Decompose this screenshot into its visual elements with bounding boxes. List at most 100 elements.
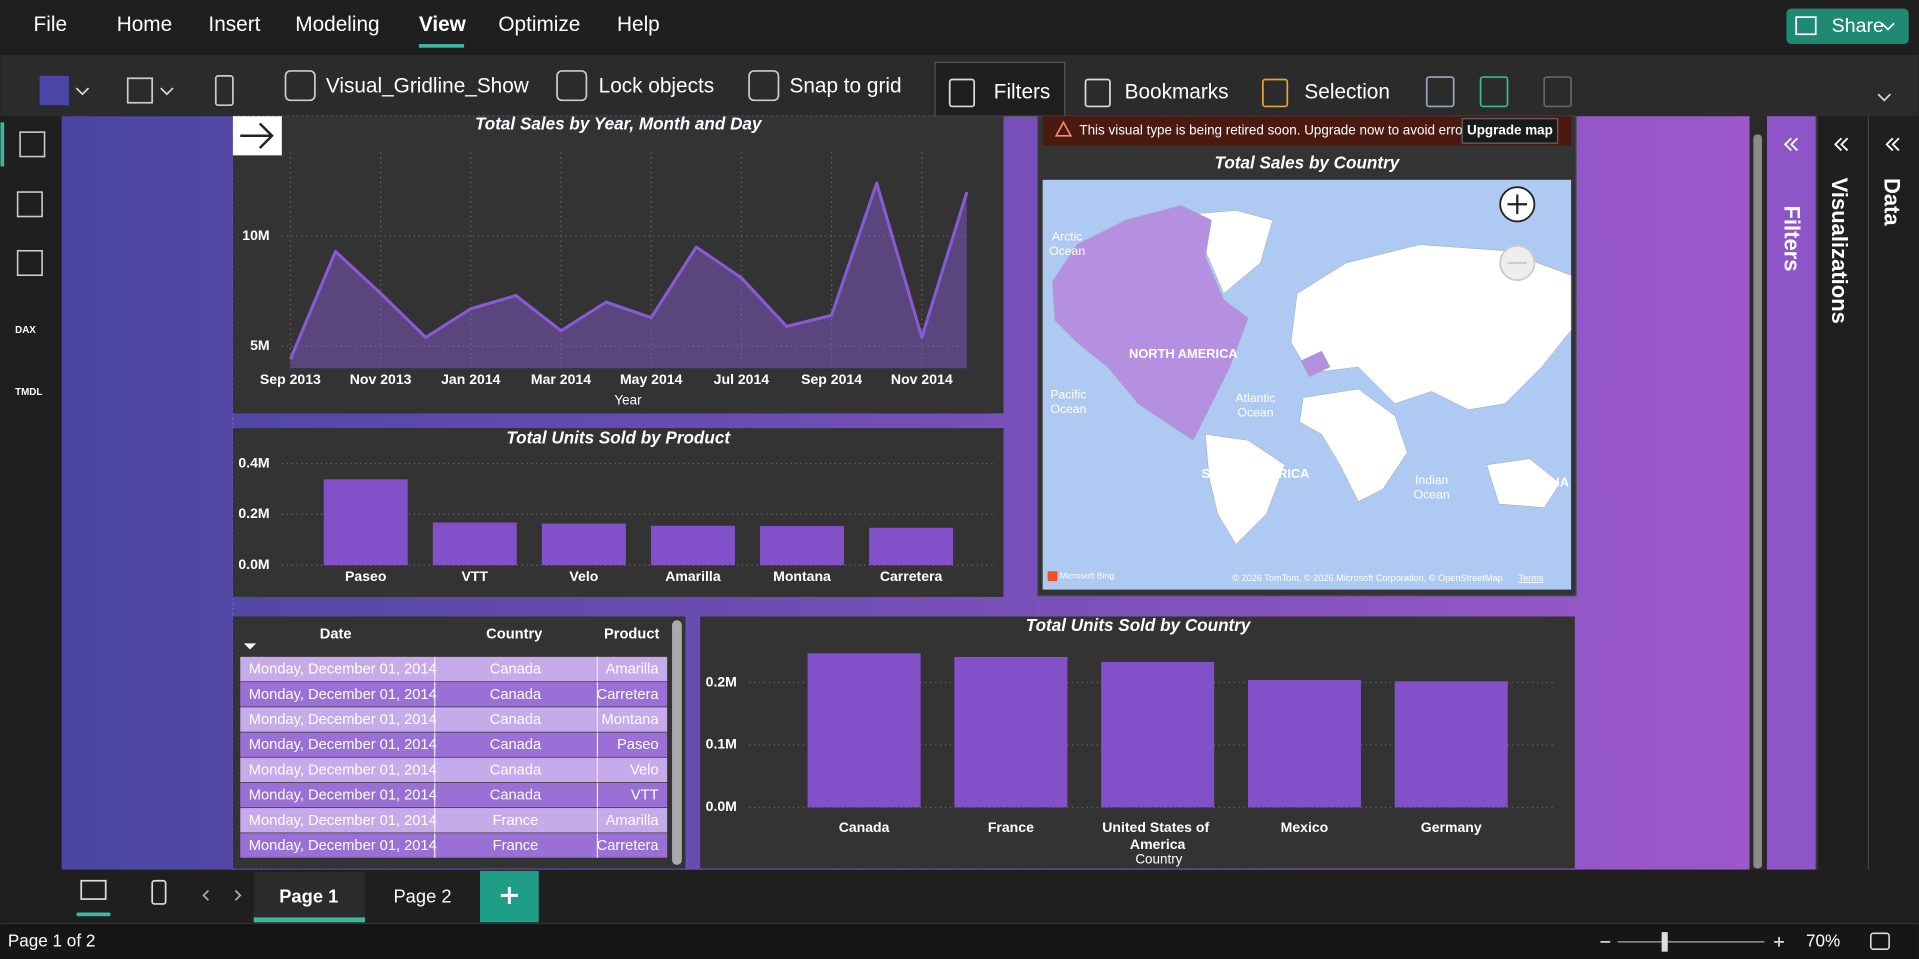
arrow-icon: [240, 122, 274, 149]
menu-item[interactable]: File: [34, 13, 68, 36]
data-pane: [1869, 116, 1919, 870]
map-credit: Microsoft Bing: [1060, 570, 1114, 580]
cell: VTT: [631, 788, 659, 804]
y-tick-label: 0.2M: [238, 505, 269, 521]
column-header[interactable]: Product: [604, 627, 659, 643]
prev-page[interactable]: [202, 889, 210, 901]
pane-title[interactable]: Filters: [1779, 206, 1804, 272]
toolbar-icon[interactable]: [1543, 76, 1572, 108]
table-row[interactable]: [240, 808, 668, 833]
view-icon[interactable]: [16, 249, 43, 277]
view-icon[interactable]: [19, 131, 46, 158]
table-row[interactable]: [240, 782, 668, 808]
mobile-icon[interactable]: [214, 74, 234, 107]
checkbox[interactable]: [748, 70, 780, 102]
cell: Canada: [490, 687, 542, 703]
ocean-label: Ocean: [1049, 244, 1085, 258]
view-icon[interactable]: [16, 191, 43, 218]
chart-title: Total Sales by Country: [1215, 153, 1401, 172]
cell: Montana: [602, 712, 660, 728]
cell: Monday, December 01, 2014: [249, 662, 437, 678]
bar: [650, 525, 735, 566]
cell: Amarilla: [606, 813, 660, 829]
x-tick-label: Sep 2013: [260, 371, 321, 387]
table-scrollbar[interactable]: [672, 620, 682, 865]
upgrade-button-label[interactable]: Upgrade map: [1467, 122, 1553, 137]
view-label[interactable]: TMDL: [15, 387, 42, 398]
table-row[interactable]: [240, 833, 668, 858]
desktop-view[interactable]: [80, 879, 107, 900]
zoom-thumb[interactable]: [1661, 932, 1668, 952]
table-row[interactable]: [240, 682, 668, 707]
chart-title: Total Units Sold by Product: [506, 429, 731, 448]
continent-label: AUSTRALIA: [1495, 475, 1569, 490]
land: [1299, 388, 1408, 502]
map-terms[interactable]: Terms: [1519, 573, 1544, 583]
table-row[interactable]: [240, 707, 668, 732]
column-header[interactable]: Date: [320, 627, 352, 643]
table-row[interactable]: [240, 656, 668, 682]
active-page-tab[interactable]: [253, 872, 366, 923]
x-tick-label: Nov 2013: [350, 371, 412, 387]
toolbar-button[interactable]: Selection: [1304, 80, 1390, 103]
menu-item[interactable]: Optimize: [498, 13, 580, 36]
share-icon: [1795, 16, 1817, 36]
x-tick-label: Mexico: [1281, 819, 1329, 835]
layout-icon[interactable]: [126, 77, 154, 104]
ocean-label: Ocean: [1050, 402, 1086, 416]
y-tick-label: 5M: [250, 337, 270, 353]
upgrade-button[interactable]: [1461, 118, 1559, 144]
sort-indicator: [243, 643, 257, 650]
ocean-label: Arctic: [1052, 230, 1083, 244]
checkbox[interactable]: [556, 70, 588, 102]
scroll-thumb[interactable]: [1753, 134, 1762, 869]
collapse-chevron[interactable]: [1783, 137, 1799, 152]
mobile-view[interactable]: [151, 879, 167, 905]
toolbar-button[interactable]: Filters: [994, 80, 1051, 103]
visualizations-pane: [1818, 116, 1868, 870]
zoom-level[interactable]: 70%: [1806, 931, 1840, 950]
x-tick-label: Jan 2014: [441, 371, 501, 387]
menu-item[interactable]: Home: [117, 13, 172, 36]
toolbar-button[interactable]: Bookmarks: [1125, 80, 1229, 103]
chart-title: Total Units Sold by Country: [1026, 616, 1252, 635]
table-row[interactable]: [240, 732, 668, 757]
fit-to-page[interactable]: [1869, 932, 1890, 951]
zoom-plus[interactable]: [1774, 936, 1784, 947]
view-label[interactable]: DAX: [15, 325, 36, 336]
toolbar-icon[interactable]: [1479, 76, 1509, 108]
checkbox[interactable]: [284, 70, 316, 102]
share-button[interactable]: [1786, 8, 1909, 45]
toolbar-icon[interactable]: [1425, 76, 1455, 108]
checkbox-label[interactable]: Lock objects: [599, 74, 715, 97]
page-tab[interactable]: Page 2: [393, 886, 451, 907]
cell: Monday, December 01, 2014: [249, 687, 437, 703]
collapse-chevron[interactable]: [1885, 137, 1900, 152]
checkbox-label[interactable]: Visual_Gridline_Show: [326, 74, 530, 97]
ocean-label: Atlantic: [1235, 391, 1275, 405]
cell: France: [493, 813, 539, 829]
cell: Carretera: [597, 838, 660, 854]
x-tick-label: Mar 2014: [531, 371, 591, 387]
land: [1205, 433, 1286, 545]
pane-title[interactable]: Visualizations: [1827, 178, 1852, 324]
table-row[interactable]: [240, 757, 668, 783]
cell: Canada: [490, 762, 542, 778]
pane-title[interactable]: Data: [1880, 178, 1905, 226]
menu-item[interactable]: Help: [617, 13, 660, 36]
menu-item[interactable]: Modeling: [295, 13, 379, 36]
x-tick-label: Germany: [1421, 819, 1482, 835]
page-tab[interactable]: Page 1: [279, 886, 338, 907]
column-header[interactable]: Country: [486, 627, 543, 643]
next-page[interactable]: [234, 889, 242, 901]
checkbox-label[interactable]: Snap to grid: [789, 74, 901, 97]
theme-icon[interactable]: [39, 75, 69, 106]
collapse-chevron[interactable]: [1834, 137, 1849, 152]
y-tick-label: 0.0M: [238, 556, 269, 572]
menu-item[interactable]: Insert: [208, 13, 260, 36]
share-label: Share: [1832, 15, 1884, 37]
menu-item[interactable]: View: [419, 13, 467, 36]
bing-logo: [1047, 571, 1058, 582]
continent-label: SOUTH AMERICA: [1202, 466, 1310, 481]
